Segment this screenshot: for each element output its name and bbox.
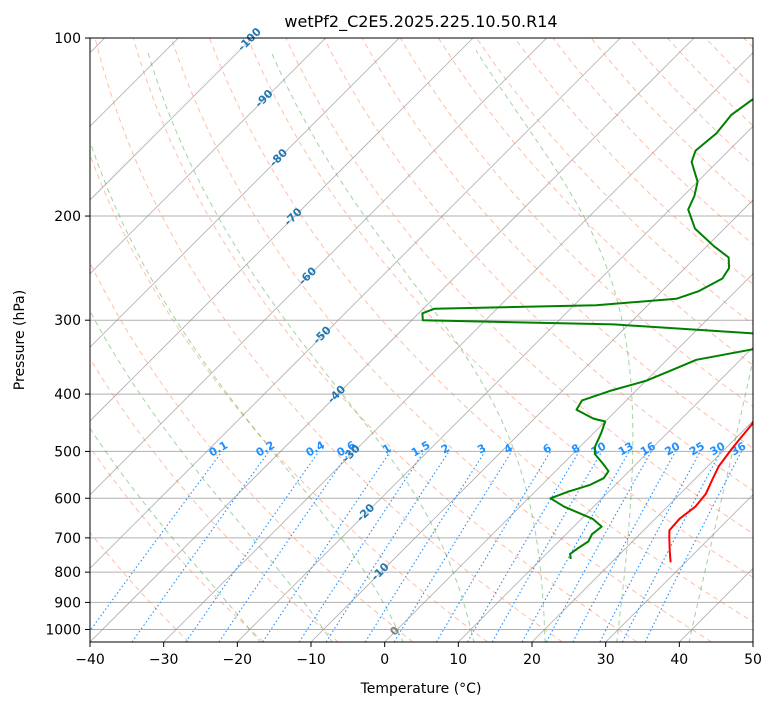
isotherm-line <box>90 38 474 422</box>
mixing-ratio-line <box>393 451 513 642</box>
x-tick-label: 30 <box>597 652 615 668</box>
y-tick-label: 400 <box>54 387 81 403</box>
isotherm-line <box>90 38 253 201</box>
moist-adiabat <box>270 50 546 642</box>
dry-adiabat <box>247 38 753 578</box>
dry-adiabat <box>90 357 339 642</box>
mixing-ratio-line <box>131 451 270 642</box>
mixing-ratio-line <box>298 451 425 642</box>
isotherm-line <box>458 346 753 642</box>
dry-adiabat <box>90 446 264 642</box>
dry-adiabat <box>399 38 753 408</box>
y-tick-label: 300 <box>54 313 81 329</box>
y-tick-label: 900 <box>54 595 81 611</box>
x-tick-label: 10 <box>449 652 467 668</box>
y-tick-label: 700 <box>54 531 81 547</box>
y-axis: 100 200 300 400 500 600 700 800 900 1000 <box>45 31 90 639</box>
plot-frame <box>89 37 754 643</box>
dry-adiabat <box>132 38 638 642</box>
mixing-ratio-line <box>325 451 450 642</box>
mixing-ratio-line <box>218 451 351 642</box>
y-tick-label: 1000 <box>45 623 81 639</box>
x-tick-label: −20 <box>223 652 253 668</box>
x-tick-label: −40 <box>75 652 105 668</box>
pressure-gridlines <box>90 37 753 630</box>
moist-adiabat <box>688 357 753 642</box>
isotherm-line <box>163 52 753 642</box>
isotherm-line <box>90 38 326 275</box>
mixing-ratio-line <box>521 451 630 642</box>
y-tick-label: 100 <box>54 31 81 47</box>
x-tick-label: 0 <box>380 652 389 668</box>
y-tick-label: 200 <box>54 209 81 225</box>
isotherm-line <box>90 38 547 496</box>
x-tick-label: −10 <box>296 652 326 668</box>
background-lines <box>90 38 753 642</box>
dry-adiabat <box>94 38 563 642</box>
dry-adiabat <box>514 38 753 285</box>
y-tick-label: 500 <box>54 444 81 460</box>
mixing-ratio-line <box>262 451 391 642</box>
dewpoint-profile-line <box>421 97 753 560</box>
y-axis-label: Pressure (hPa) <box>12 290 28 390</box>
mixing-ratio-line <box>185 451 320 642</box>
chart-title: wetPf2_C2E5.2025.225.10.50.R14 <box>284 12 557 32</box>
isotherm-line <box>90 38 621 569</box>
x-tick-label: 50 <box>744 652 762 668</box>
x-tick-label: 20 <box>523 652 541 668</box>
moist-adiabat <box>146 50 475 642</box>
isotherm-line <box>90 38 695 642</box>
mixing-ratio-line <box>621 451 722 642</box>
dry-adiabat <box>90 531 190 642</box>
mixing-ratio-line <box>644 451 742 642</box>
dry-adiabat <box>90 153 488 642</box>
moist-adiabat <box>90 139 404 642</box>
x-tick-label: 40 <box>670 652 688 668</box>
moist-adiabat <box>475 50 634 642</box>
x-axis-label: Temperature (°C) <box>360 681 482 697</box>
isotherm-line <box>605 494 753 642</box>
dry-adiabat <box>90 261 414 642</box>
mixing-ratio-line <box>90 451 223 632</box>
temperature-profile-line <box>668 419 753 563</box>
x-tick-label: −30 <box>149 652 179 668</box>
isotherm-line <box>237 125 753 642</box>
profile-series <box>421 97 753 563</box>
dry-adiabat <box>209 38 753 623</box>
mixing-ratio-line <box>572 451 676 642</box>
mixing-ratio-line <box>545 451 652 642</box>
y-tick-label: 800 <box>54 565 81 581</box>
dry-adiabat <box>170 38 712 642</box>
isotherm-line <box>531 420 753 642</box>
x-axis: −40 −30 −20 −10 0 10 20 30 40 50 <box>75 642 762 668</box>
moist-adiabat <box>90 427 261 642</box>
isotherm-line <box>90 38 400 348</box>
dry-adiabat <box>285 38 753 535</box>
y-tick-label: 600 <box>54 491 81 507</box>
isotherm-line <box>384 273 753 642</box>
